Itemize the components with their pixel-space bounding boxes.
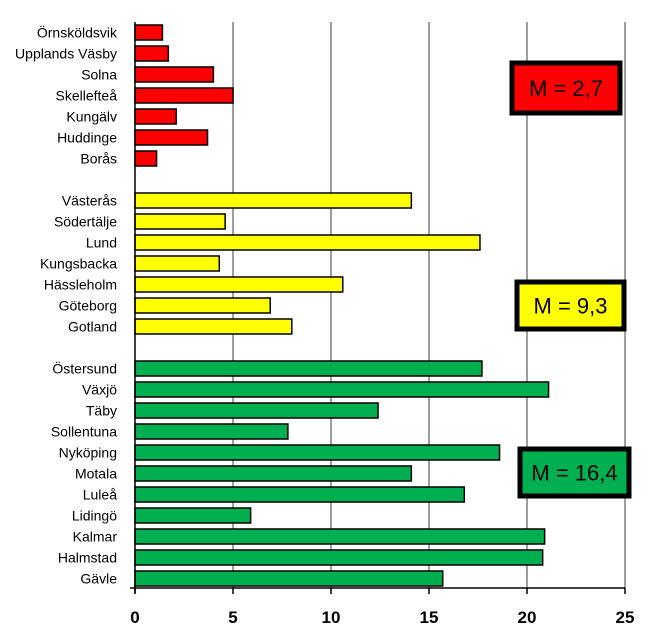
bar-1-4 [134,276,344,293]
category-label: Växjö [82,382,117,398]
bar-2-7 [134,507,252,524]
bar-2-6 [134,486,466,503]
category-label: Täby [86,403,117,419]
category-label: Västerås [62,193,117,209]
x-tick-label: 15 [420,608,439,627]
category-label: Hässleholm [44,277,117,293]
mean-label: M = 16,4 [531,461,617,486]
category-label: Solna [81,67,117,83]
category-label: Kungälv [66,109,117,125]
bar-2-1 [134,381,550,398]
category-label: Örnsköldsvik [37,24,118,41]
category-label: Kalmar [73,529,118,545]
category-label: Gotland [68,319,117,335]
bar-0-0 [134,24,164,41]
x-tick-label: 20 [518,608,537,627]
category-label: Skellefteå [56,88,118,104]
mean-box-1 [514,279,627,332]
tick-labels: 0 5 10 15 20 25 [130,608,634,627]
bar-2-0 [134,360,483,377]
bar-0-1 [134,45,170,62]
category-label: Nyköping [59,445,117,461]
bar-0-4 [134,108,177,125]
bar-2-10 [134,570,444,587]
bar-2-4 [134,444,501,461]
category-label: Motala [75,466,117,482]
bar-0-5 [134,129,209,146]
category-label: Borås [80,151,117,167]
category-label: Luleå [83,487,117,503]
category-labels: Örnsköldsvik Upplands Väsby Solna Skellefte… [15,24,118,587]
bar-1-0 [134,192,413,209]
x-tick-label: 5 [228,608,237,627]
x-tick-label: 25 [616,608,635,627]
bar-1-5 [134,297,271,314]
bar-2-3 [134,423,289,440]
bar-2-8 [134,528,546,545]
category-label: Kungsbacka [40,256,117,272]
bar-2-9 [134,549,544,566]
category-label: Huddinge [57,130,117,146]
category-label: Lidingö [72,508,117,524]
category-label: Göteborg [59,298,117,314]
bar-1-2 [134,234,481,251]
category-label: Gävle [80,571,117,587]
x-tick-label: 10 [322,608,341,627]
category-label: Östersund [52,360,117,377]
category-label: Lund [86,235,117,251]
category-label: Södertälje [54,214,117,230]
bar-2-2 [134,402,379,419]
mean-boxes: M = 2,7 M = 9,3 M = 16,4 [509,60,632,499]
mean-label: M = 2,7 [529,76,603,101]
bar-1-1 [134,213,226,230]
mean-box-2 [517,446,632,499]
category-label: Sollentuna [51,424,117,440]
mean-box-0 [509,60,623,116]
bar-0-2 [134,66,215,83]
bars [134,24,550,587]
category-label: Halmstad [58,550,117,566]
bar-1-3 [134,255,221,272]
x-tick-label: 0 [130,608,139,627]
mean-label: M = 9,3 [534,294,608,319]
axes [130,22,626,594]
bar-0-6 [134,150,158,167]
bar-1-6 [134,318,293,335]
category-label: Upplands Väsby [15,46,117,62]
bar-2-5 [134,465,413,482]
bar-0-3 [134,87,234,104]
